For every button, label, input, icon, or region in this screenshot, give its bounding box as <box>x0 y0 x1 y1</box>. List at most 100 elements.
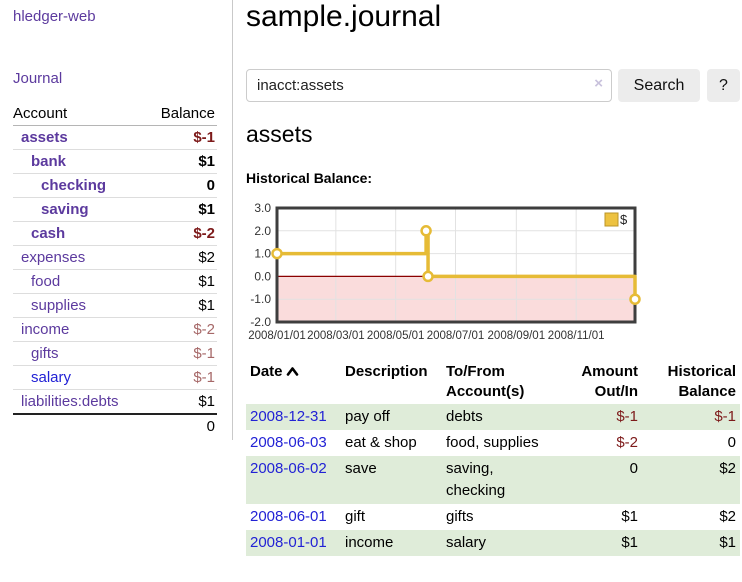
account-row: assets $-1 <box>13 125 217 150</box>
account-balance: $1 <box>146 293 217 318</box>
date-link[interactable]: 2008-12-31 <box>250 408 327 425</box>
accounts-total-row: 0 <box>13 413 217 438</box>
account-row: food $1 <box>13 269 217 294</box>
svg-text:0.0: 0.0 <box>254 269 271 283</box>
svg-text:2008/01/01: 2008/01/01 <box>248 330 306 342</box>
accounts-header-balance: Balance <box>146 103 217 126</box>
description-cell: income <box>345 534 394 551</box>
account-balance: 0 <box>146 173 217 198</box>
description-cell: gift <box>345 508 366 525</box>
account-link[interactable]: cash <box>31 225 66 242</box>
account-balance: $1 <box>146 389 217 415</box>
date-link[interactable]: 2008-01-01 <box>250 534 327 551</box>
date-link[interactable]: 2008-06-02 <box>250 460 327 477</box>
date-link[interactable]: 2008-06-03 <box>250 434 327 451</box>
accounts-cell: salary <box>446 534 487 551</box>
help-button[interactable]: ? <box>707 69 740 102</box>
account-row: expenses $2 <box>13 245 217 270</box>
register-header-balance: Historical Balance <box>667 363 736 400</box>
register-header-description: Description <box>345 363 428 380</box>
app-title-link[interactable]: hledger-web <box>13 8 96 25</box>
account-row: liabilities:debts $1 <box>13 389 217 415</box>
balance-cell: $-1 <box>714 408 736 425</box>
account-balance: $1 <box>146 149 217 174</box>
search-bar: × Search ? <box>246 69 740 103</box>
search-button[interactable]: Search <box>618 69 700 102</box>
amount-cell: $-2 <box>616 434 638 451</box>
account-link[interactable]: food <box>31 273 61 290</box>
account-balance: $-1 <box>146 341 217 366</box>
description-cell: eat & shop <box>345 434 417 451</box>
date-link[interactable]: 2008-06-01 <box>250 508 327 525</box>
svg-text:2008/07/01: 2008/07/01 <box>427 330 485 342</box>
register-header-date[interactable]: Date <box>246 360 341 404</box>
svg-text:2008/11/01: 2008/11/01 <box>548 330 605 342</box>
balance-cell: $1 <box>719 534 736 551</box>
account-balance: $-2 <box>146 317 217 342</box>
account-link[interactable]: gifts <box>31 345 59 362</box>
balance-cell: $2 <box>719 508 736 525</box>
sidebar-item-journal[interactable]: Journal <box>13 70 63 87</box>
balance-cell: 0 <box>727 434 736 451</box>
svg-text:$: $ <box>620 212 628 227</box>
register-row[interactable]: 2008-06-01 gift gifts $1 $2 <box>246 504 740 530</box>
account-row: checking 0 <box>13 173 217 198</box>
account-balance: $1 <box>146 197 217 222</box>
accounts-table: Account Balance assets $-1 bank $1 checking 0… <box>13 103 217 438</box>
search-box: × <box>246 69 612 102</box>
accounts-cell: food, supplies <box>446 434 539 451</box>
account-link[interactable]: liabilities:debts <box>21 393 119 410</box>
svg-text:1.0: 1.0 <box>254 247 271 261</box>
account-heading: assets <box>246 121 313 147</box>
search-input[interactable] <box>246 69 612 102</box>
description-cell: pay off <box>345 408 390 425</box>
account-row: bank $1 <box>13 149 217 174</box>
account-balance: $-1 <box>146 125 217 150</box>
register-table: Date Description To/From Account(s) Amou… <box>246 360 740 556</box>
account-row: salary $-1 <box>13 365 217 390</box>
account-link[interactable]: checking <box>41 177 107 194</box>
register-row[interactable]: 2008-06-02 save saving, checking 0 $2 <box>246 456 740 504</box>
amount-cell: $1 <box>621 508 638 525</box>
clear-search-icon[interactable]: × <box>594 75 603 92</box>
page-title: sample.journal <box>246 0 442 33</box>
svg-text:-2.0: -2.0 <box>250 315 271 329</box>
accounts-cell: saving, checking <box>446 460 506 499</box>
main-content: sample.journal × Search ? assets Histori… <box>246 0 740 582</box>
register-header-accounts: To/From Account(s) <box>446 363 525 400</box>
account-link[interactable]: supplies <box>31 297 87 314</box>
sort-ascending-icon <box>286 367 298 376</box>
account-link[interactable]: bank <box>31 153 67 170</box>
accounts-cell: debts <box>446 408 483 425</box>
svg-text:2008/05/01: 2008/05/01 <box>367 330 425 342</box>
account-row: supplies $1 <box>13 293 217 318</box>
svg-text:2008/03/01: 2008/03/01 <box>307 330 365 342</box>
register-row[interactable]: 2008-01-01 income salary $1 $1 <box>246 530 740 556</box>
register-header-amount: Amount Out/In <box>581 363 638 400</box>
account-balance: $-2 <box>146 221 217 246</box>
balance-cell: $2 <box>719 460 736 477</box>
register-header-row: Date Description To/From Account(s) Amou… <box>246 360 740 404</box>
account-row: cash $-2 <box>13 221 217 246</box>
svg-text:2008/09/01: 2008/09/01 <box>488 330 546 342</box>
amount-cell: $-1 <box>616 408 638 425</box>
svg-text:3.0: 3.0 <box>254 202 271 215</box>
sidebar: hledger-web Journal Account Balance asse… <box>0 0 233 440</box>
account-link[interactable]: assets <box>21 129 68 146</box>
account-link[interactable]: saving <box>41 201 89 218</box>
description-cell: save <box>345 460 377 477</box>
account-row: saving $1 <box>13 197 217 222</box>
account-link[interactable]: expenses <box>21 249 86 266</box>
amount-cell: 0 <box>629 460 638 477</box>
account-balance: $1 <box>146 269 217 294</box>
account-link[interactable]: salary <box>31 369 72 386</box>
register-row[interactable]: 2008-06-03 eat & shop food, supplies $-2 0 <box>246 430 740 456</box>
date-header-label: Date <box>250 363 283 380</box>
accounts-total-balance: 0 <box>146 413 217 438</box>
accounts-header-row: Account Balance <box>13 103 217 126</box>
accounts-header-account: Account <box>13 103 147 126</box>
register-row[interactable]: 2008-12-31 pay off debts $-1 $-1 <box>246 404 740 430</box>
account-link[interactable]: income <box>21 321 70 338</box>
svg-text:-1.0: -1.0 <box>250 292 271 306</box>
accounts-cell: gifts <box>446 508 474 525</box>
